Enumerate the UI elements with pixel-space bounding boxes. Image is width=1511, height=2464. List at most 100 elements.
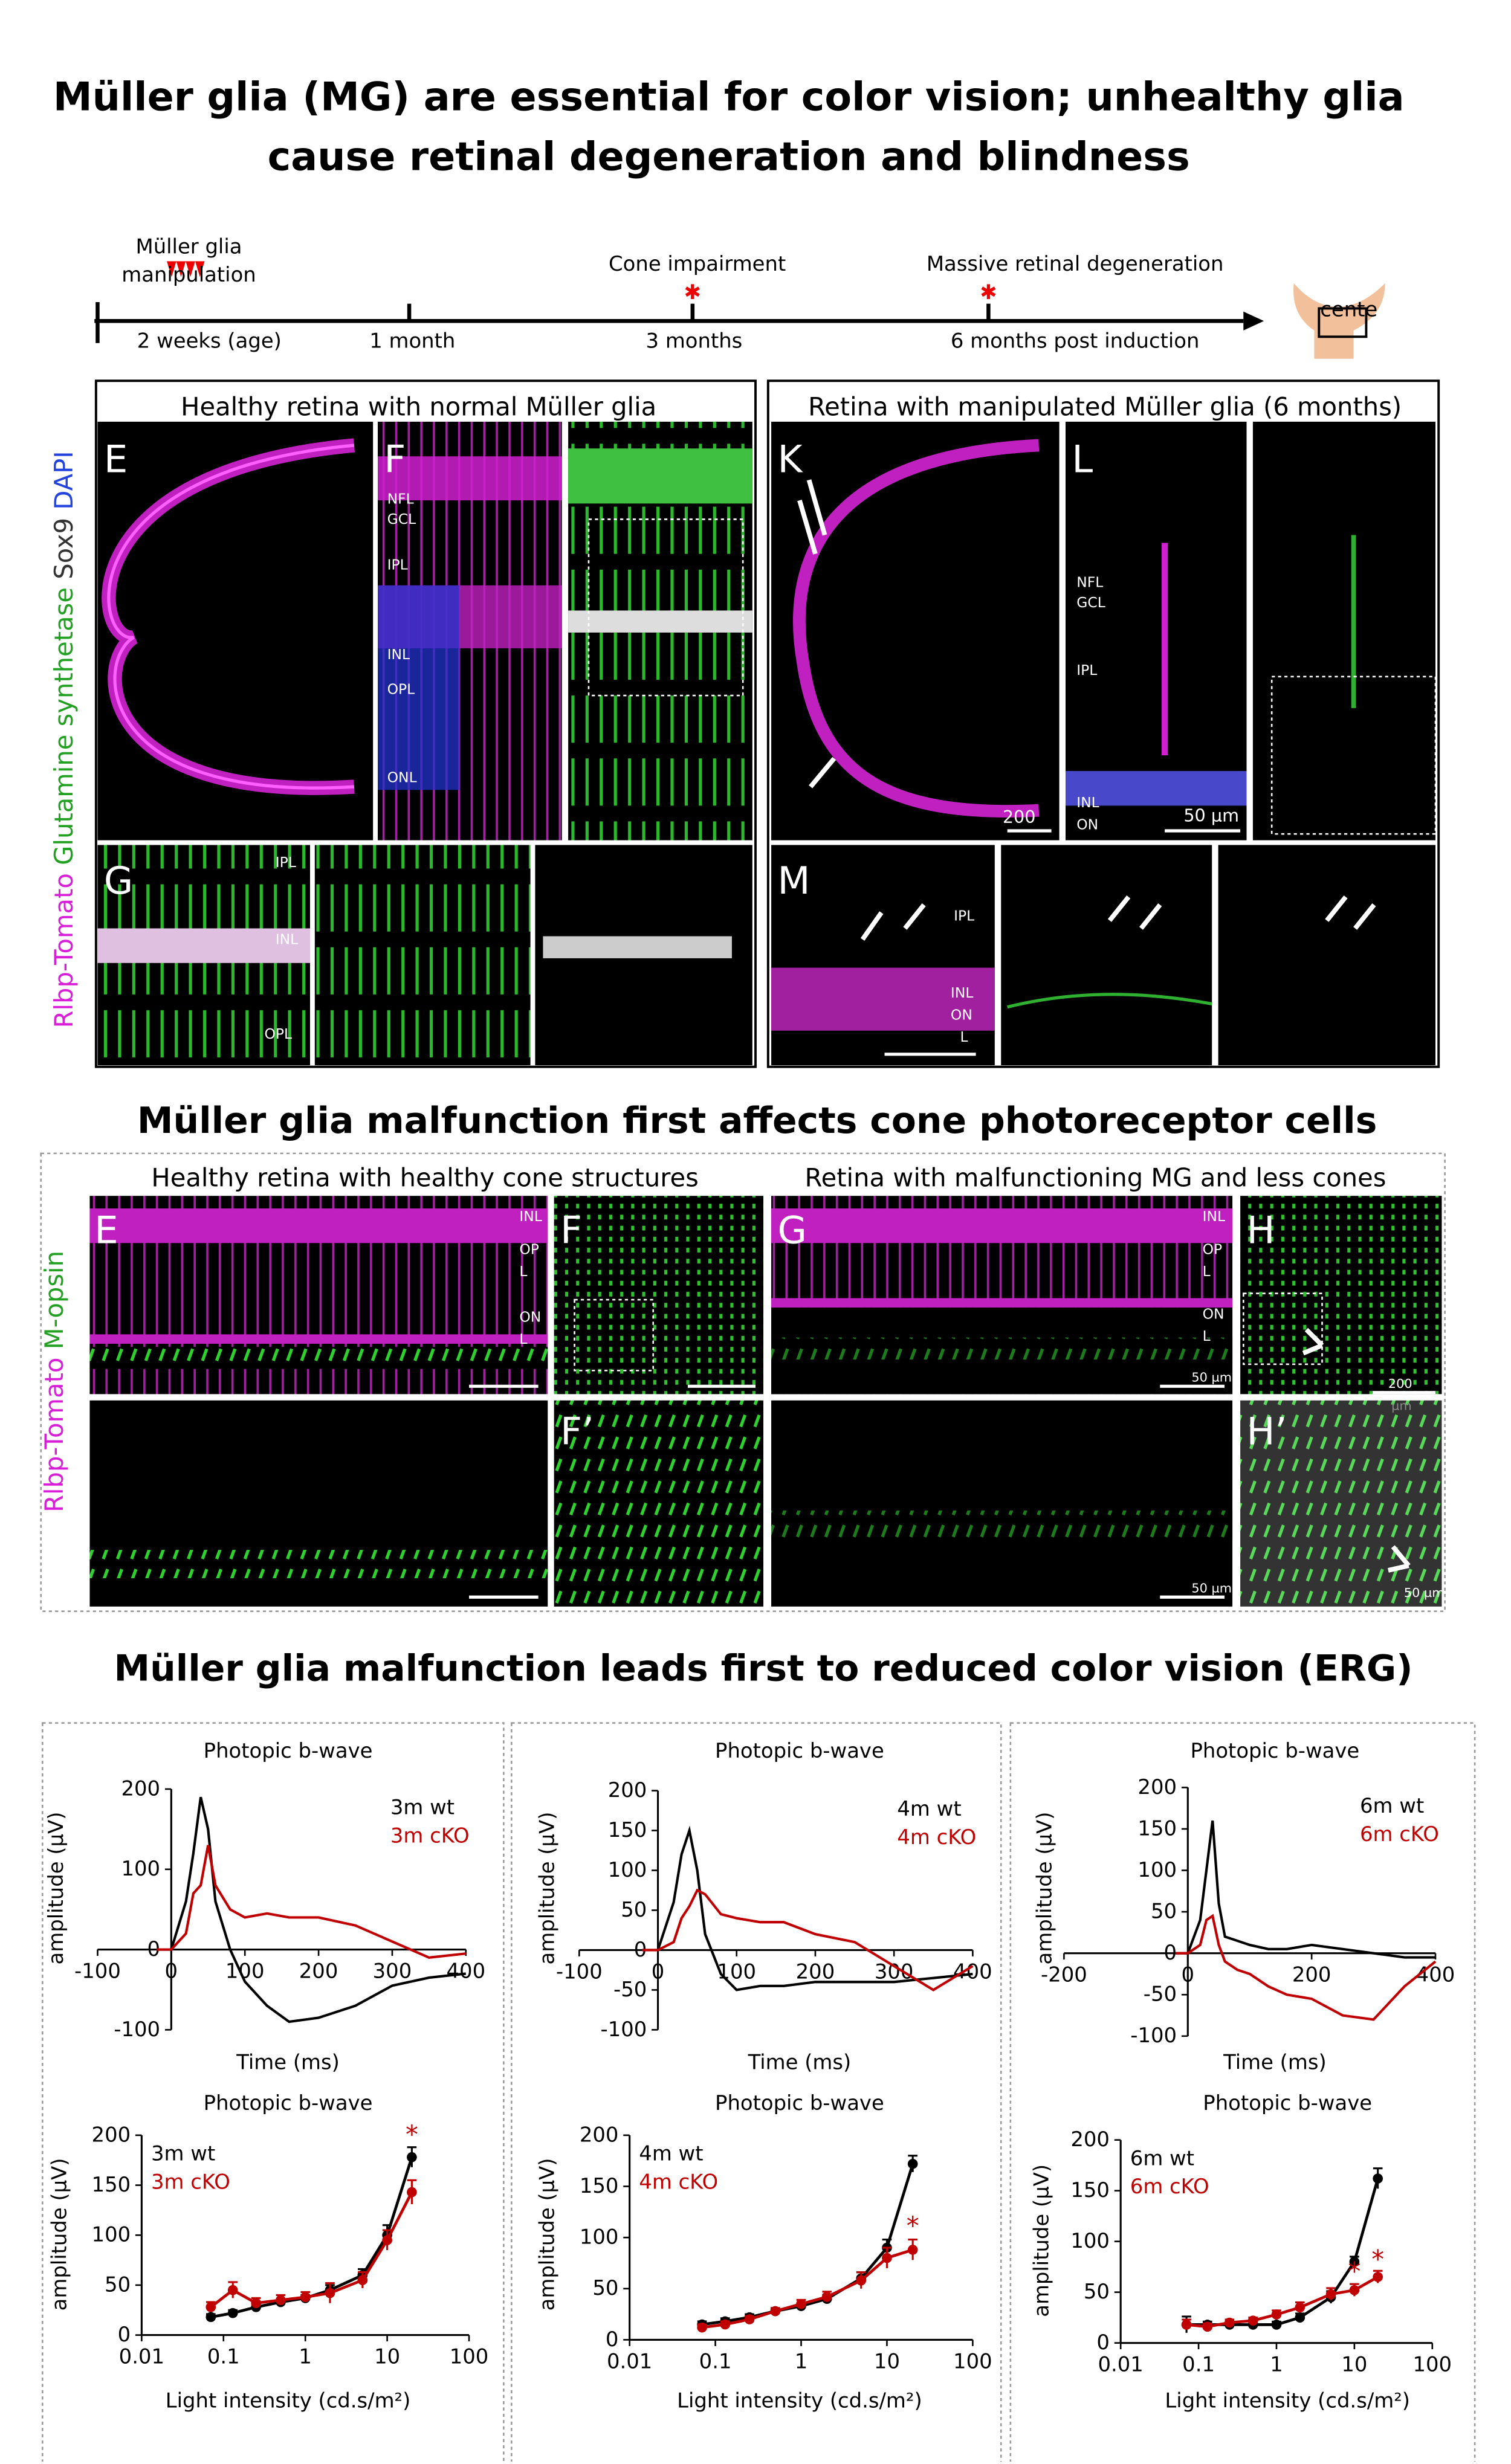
- channel: Glutamine synthetase: [49, 587, 79, 865]
- point: [744, 2314, 755, 2324]
- y-tick-label: -100: [600, 2017, 647, 2041]
- image: [1240, 1196, 1442, 1395]
- image-detail: [1007, 993, 1212, 1009]
- y-tick-label: 150: [580, 2174, 619, 2198]
- layer-label: OP: [1203, 1241, 1223, 1258]
- layer-label: OPL: [264, 1025, 292, 1042]
- image-detail: [89, 1334, 548, 1344]
- chart-title: Photopic b-wave: [1190, 1739, 1359, 1763]
- y-tick-label: 200: [608, 1778, 647, 1802]
- legend-entry: 3m cKO: [390, 1824, 470, 1847]
- scale-label: 50 µm: [1191, 1370, 1232, 1384]
- layer-label: L: [519, 1263, 527, 1280]
- x-tick-label: 10: [1341, 2352, 1367, 2376]
- inset-box: [587, 518, 744, 697]
- image-detail: [89, 1208, 548, 1243]
- channel: Rlbp-Tomato: [39, 1358, 69, 1512]
- panel-letter: M: [777, 859, 810, 903]
- y-tick-label: 50: [1151, 1899, 1177, 1923]
- layer-label: NFL: [1076, 573, 1103, 590]
- y-tick-label: 200: [92, 2123, 131, 2146]
- y-tick-label: 200: [1070, 2127, 1110, 2151]
- point: [227, 2285, 238, 2295]
- section3: Müller glia malfunction leads first to r…: [42, 1647, 1476, 2463]
- panel-letter: H: [1246, 1208, 1275, 1252]
- section2: Müller glia malfunction first affects co…: [39, 1100, 1446, 1612]
- series-line: [642, 1825, 973, 1992]
- annotation: *: [406, 2120, 418, 2149]
- y-tick-label: 50: [1084, 2280, 1110, 2303]
- image-detail: [771, 1208, 1233, 1243]
- chart-title: Photopic b-wave: [715, 1739, 884, 1763]
- series-line: [1175, 1914, 1437, 2021]
- layer-label: ON: [951, 1007, 972, 1024]
- x-tick-label: 100: [1412, 2352, 1452, 2376]
- image-detail: [771, 967, 995, 1031]
- image: [1001, 845, 1212, 1066]
- event-label: manipulation: [121, 263, 256, 286]
- legend-entry: 3m cKO: [151, 2170, 230, 2193]
- image-detail: [771, 1511, 1233, 1539]
- x-tick-label: 200: [299, 1959, 338, 1982]
- x-tick-label: 0: [165, 1959, 178, 1982]
- icon: [1293, 283, 1385, 359]
- chart-title: Photopic b-wave: [204, 1739, 373, 1763]
- point: [1202, 2321, 1213, 2332]
- point: [770, 2306, 781, 2317]
- layer-label: NFL: [387, 490, 414, 507]
- layer-label: INL: [519, 1208, 542, 1225]
- layer-label: GCL: [387, 511, 416, 527]
- point: [251, 2298, 262, 2309]
- layer-label: IPL: [276, 854, 296, 871]
- y-axis-label: amplitude (µV): [47, 2158, 71, 2311]
- legend-entry: 3m wt: [390, 1796, 455, 1819]
- image: [1218, 845, 1435, 1066]
- frame: [40, 1152, 1446, 1612]
- point: [300, 2292, 311, 2303]
- icon-box: [1318, 307, 1368, 338]
- scale-label: µm: [1391, 1398, 1412, 1413]
- panel-letter: G: [104, 859, 133, 903]
- point: [697, 2322, 707, 2333]
- marker: [176, 261, 186, 277]
- y-tick-label: 100: [608, 1858, 647, 1882]
- panel-letter: L: [1072, 437, 1093, 481]
- y-tick-label: 200: [1137, 1775, 1177, 1799]
- image-detail: [793, 439, 1040, 818]
- event-label: Massive retinal degeneration: [927, 252, 1224, 276]
- y-tick-label: 0: [606, 2327, 619, 2351]
- x-tick-label: 200: [1292, 1963, 1331, 1987]
- point: [1181, 2320, 1192, 2330]
- x-tick-label: 10: [374, 2344, 400, 2368]
- scale-label: µm: [1003, 840, 1028, 859]
- series-line: [702, 2248, 913, 2329]
- point: [276, 2295, 286, 2306]
- y-tick-label: 200: [580, 2123, 619, 2146]
- panel-letter: E: [104, 437, 128, 481]
- star: ✱: [684, 280, 701, 304]
- image-detail: [568, 448, 752, 504]
- arrow: [809, 756, 836, 789]
- point: [882, 2253, 892, 2263]
- series-line: [1175, 1820, 1435, 1959]
- x-tick-label: 0.01: [607, 2349, 652, 2373]
- subheading: Retina with malfunctioning MG and less c…: [805, 1163, 1386, 1193]
- image: [771, 421, 1060, 840]
- y-tick-label: 0: [118, 2323, 131, 2346]
- layer-label: INL: [387, 646, 410, 663]
- point: [720, 2319, 731, 2330]
- legend-entry: 6m cKO: [1360, 1822, 1439, 1846]
- x-tick-label: 300: [875, 1959, 914, 1983]
- time-label: 1 month: [369, 329, 455, 353]
- subheading: Healthy retina with healthy cone structu…: [151, 1163, 698, 1193]
- title: cause retinal degeneration and blindness: [268, 134, 1190, 179]
- y-tick-label: -100: [114, 2017, 160, 2041]
- layer-label: L: [960, 1028, 968, 1045]
- y-tick-label: 150: [1070, 2178, 1110, 2202]
- y-axis-label: amplitude (µV): [535, 1812, 559, 1965]
- layer-label: INL: [951, 984, 973, 1001]
- event-label: Cone impairment: [609, 252, 786, 276]
- image-detail: [378, 456, 562, 501]
- x-axis-label: Time (ms): [236, 2050, 340, 2074]
